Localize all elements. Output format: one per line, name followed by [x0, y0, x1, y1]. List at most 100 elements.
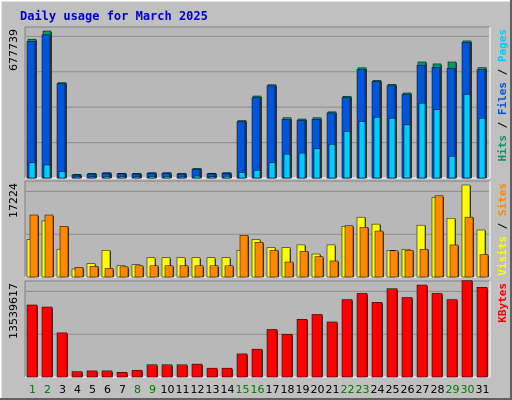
sites-bar [329, 260, 339, 278]
legend: KBytes [496, 283, 509, 323]
x-tick-label: 5 [89, 383, 96, 396]
pages-bar [238, 172, 246, 179]
pages-bar [328, 144, 336, 179]
x-tick-label: 28 [431, 383, 445, 396]
kbytes-bar [356, 293, 368, 378]
pages-bar [388, 118, 396, 179]
sites-bar [389, 250, 399, 278]
x-tick-label: 7 [119, 383, 126, 396]
x-tick-label: 17 [266, 383, 280, 396]
sites-bar [374, 230, 384, 278]
kbytes-bar [221, 367, 233, 378]
sites-bar [134, 265, 144, 278]
kbytes-bar [326, 321, 338, 378]
pages-bar [448, 156, 456, 179]
files-bar [41, 34, 51, 179]
pages-bar [253, 170, 261, 179]
pages-bar [358, 121, 366, 179]
legend-entry: Files [496, 82, 509, 115]
sites-bar [74, 267, 84, 278]
sites-bar [284, 261, 294, 278]
sites-bar [224, 265, 234, 278]
pages-bar [133, 176, 141, 179]
kbytes-bar [191, 363, 203, 378]
legend-separator: / [496, 216, 509, 236]
x-tick-label: 20 [311, 383, 325, 396]
kbytes-bar [26, 304, 38, 378]
sites-bar [449, 244, 459, 278]
sites-bar [104, 268, 114, 278]
x-tick-label: 26 [401, 383, 415, 396]
legend-entry: KBytes [496, 283, 509, 323]
sites-bar [299, 251, 309, 278]
kbytes-bar [416, 284, 428, 378]
x-tick-label: 19 [296, 383, 310, 396]
pages-bar [178, 176, 186, 179]
kbytes-bar [41, 306, 53, 378]
sites-bar [359, 227, 369, 278]
pages-bar [268, 162, 276, 179]
sites-bar [164, 265, 174, 278]
sites-bar [194, 265, 204, 278]
sites-bar [44, 214, 54, 278]
x-tick-label: 3 [59, 383, 66, 396]
pages-bar [283, 153, 291, 179]
y-max-label: 13539617 [7, 283, 20, 339]
x-tick-label: 8 [134, 383, 141, 396]
pages-bar [313, 148, 321, 179]
pages-bar [343, 131, 351, 179]
sites-bar [179, 265, 189, 278]
sites-bar [404, 250, 414, 278]
legend-entry: Hits [496, 135, 509, 162]
pages-bar [208, 176, 216, 179]
kbytes-bar [161, 364, 173, 378]
pages-bar [403, 124, 411, 179]
pages-bar [88, 176, 96, 179]
pages-bar [193, 175, 201, 179]
y-max-label: 677739 [7, 29, 20, 71]
kbytes-bar [101, 370, 113, 378]
sites-bar [254, 242, 264, 278]
files-bar [251, 97, 261, 179]
sites-bar [464, 216, 474, 278]
kbytes-bar [251, 348, 263, 378]
pages-bar [148, 176, 156, 179]
x-tick-label: 4 [74, 383, 81, 396]
pages-bar [118, 176, 126, 179]
x-tick-label: 29 [446, 383, 460, 396]
kbytes-bar [401, 297, 413, 378]
legend-separator: / [496, 62, 509, 82]
legend-entry: Sites [496, 183, 509, 216]
x-tick-label: 12 [191, 383, 205, 396]
kbytes-bar [71, 371, 83, 378]
sites-bar [89, 266, 99, 278]
kbytes-bar [371, 302, 383, 378]
sites-bar [29, 214, 39, 278]
sites-bar [239, 235, 249, 278]
kbytes-bar [116, 371, 128, 378]
x-tick-label: 21 [326, 383, 340, 396]
pages-bar [103, 176, 111, 179]
x-tick-label: 10 [161, 383, 175, 396]
sites-bar [149, 265, 159, 278]
sites-bar [434, 195, 444, 278]
legend-separator: / [496, 115, 509, 135]
x-tick-label: 31 [476, 383, 490, 396]
pages-bar [463, 94, 471, 179]
legend-entry: Visits [496, 236, 509, 276]
files-bar [56, 83, 66, 179]
x-tick-label: 18 [281, 383, 295, 396]
kbytes-bar [446, 299, 458, 378]
x-tick-label: 30 [461, 383, 475, 396]
x-tick-label: 1 [29, 383, 36, 396]
pages-bar [223, 176, 231, 179]
chart-title: Daily usage for March 2025 [20, 9, 208, 23]
pages-bar [373, 117, 381, 179]
pages-bar [163, 176, 171, 179]
pages-bar [298, 152, 306, 179]
kbytes-bar [176, 364, 188, 378]
sites-bar [344, 225, 354, 278]
files-bar [26, 41, 36, 179]
